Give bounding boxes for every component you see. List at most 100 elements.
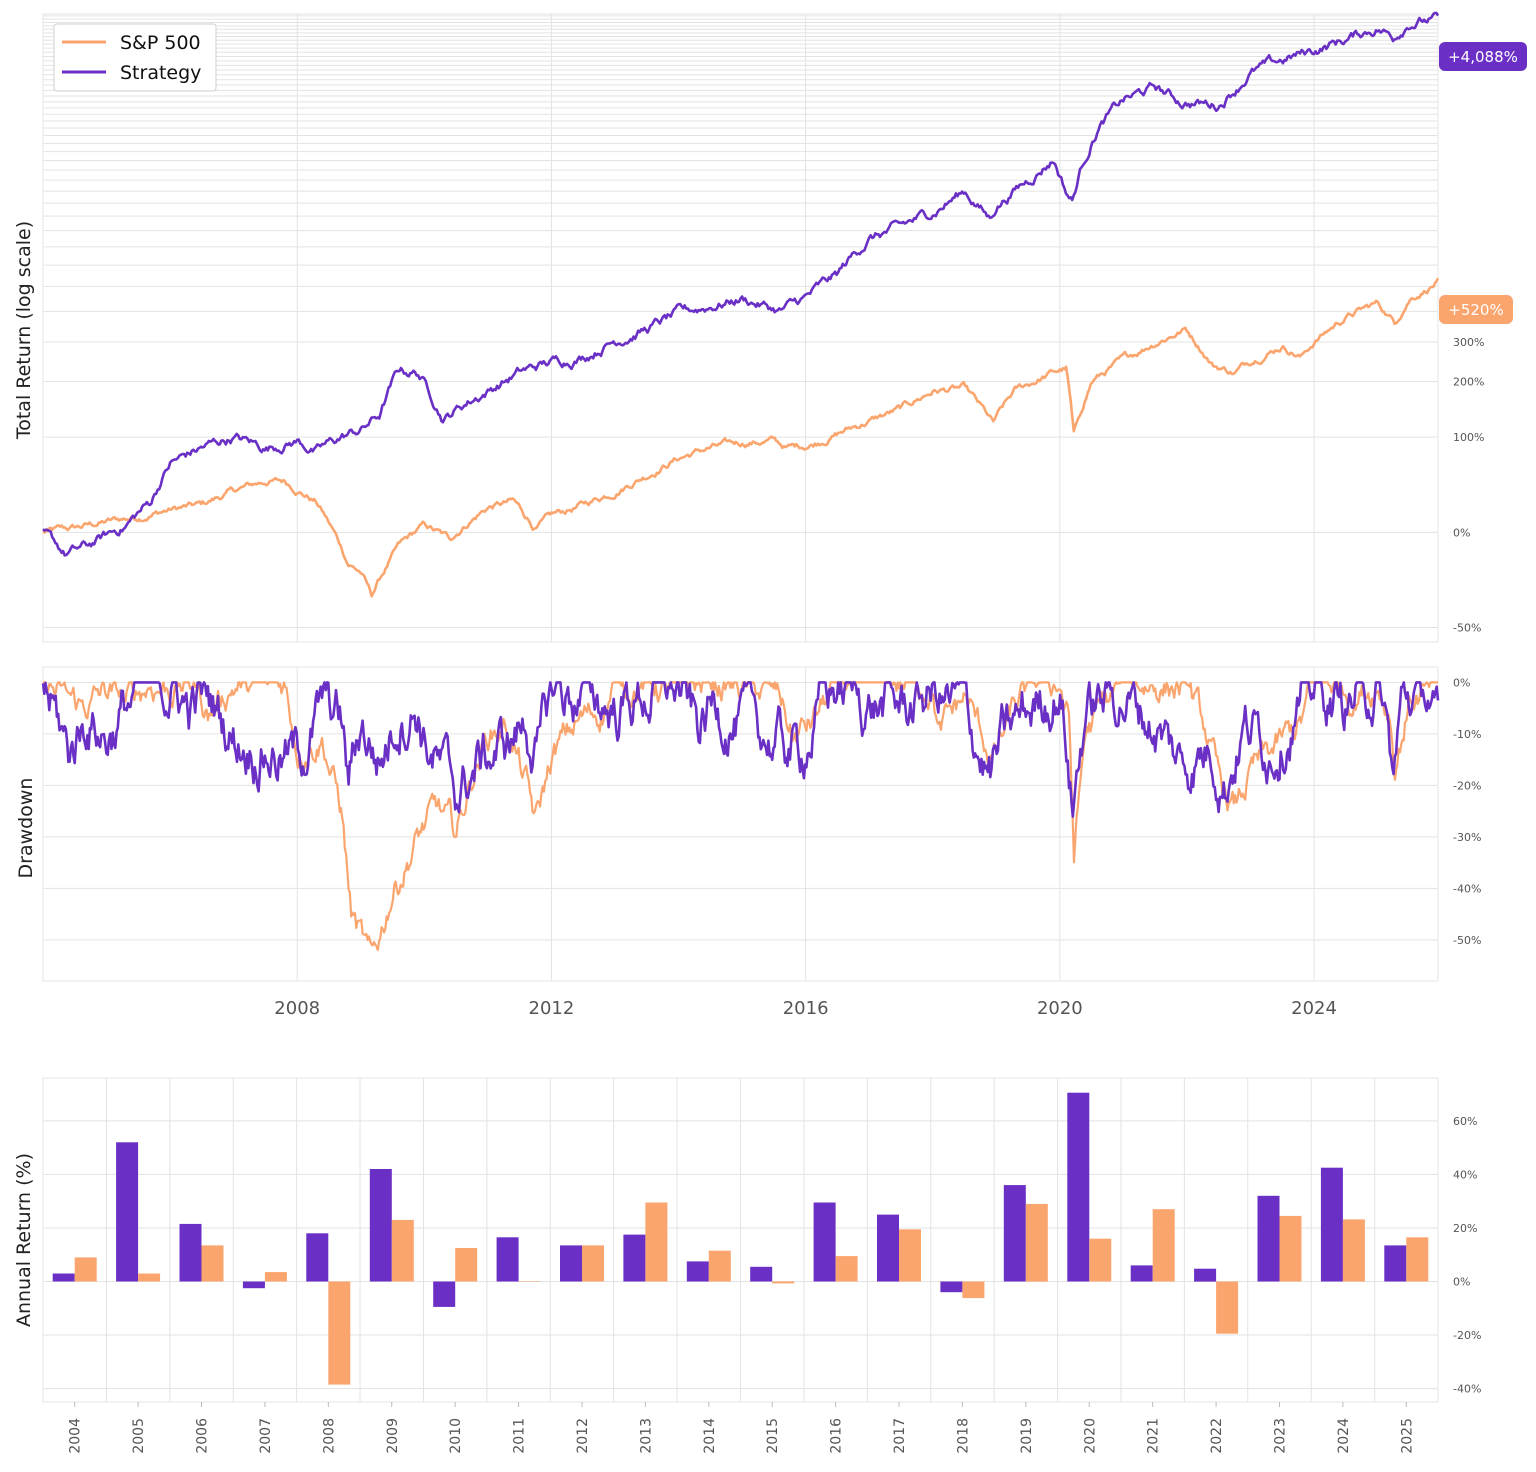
ytick-label: 0% <box>1453 1276 1470 1289</box>
ytick-label: -20% <box>1453 779 1481 792</box>
bar-strategy <box>1257 1195 1280 1282</box>
bar-sp500 <box>391 1219 414 1282</box>
sp500-end-badge: +520% <box>1439 295 1513 324</box>
ytick-label: 300% <box>1453 336 1484 349</box>
sp500-total-return-line <box>42 277 1440 598</box>
strategy-drawdown-line <box>41 681 1440 818</box>
bar-strategy <box>750 1266 773 1282</box>
bar-sp500 <box>772 1281 795 1284</box>
sp500-drawdown-line <box>43 681 1438 952</box>
bar-strategy <box>1067 1092 1090 1282</box>
total-return-panel: -50%0%100%200%300%400% Total Return (log… <box>13 11 1527 643</box>
annual-return-ylabel: Annual Return (%) <box>13 1153 35 1327</box>
bar-strategy <box>940 1281 963 1293</box>
bar-strategy <box>1194 1268 1217 1282</box>
xtick-label: 2019 <box>1019 1418 1035 1454</box>
bar-strategy <box>306 1233 329 1282</box>
sp500-end-label: +520% <box>1448 301 1503 319</box>
xtick-label: 2012 <box>575 1418 591 1454</box>
bar-strategy <box>686 1261 709 1282</box>
bar-strategy <box>116 1142 139 1282</box>
xtick-label: 2024 <box>1336 1418 1352 1454</box>
xtick-label: 2020 <box>1082 1418 1098 1454</box>
bar-sp500 <box>518 1281 541 1282</box>
bar-strategy <box>496 1237 519 1282</box>
xtick-label: 2012 <box>529 998 575 1019</box>
xtick-label: 2017 <box>892 1418 908 1454</box>
total-return-ylabel: Total Return (log scale) <box>13 221 35 440</box>
xtick-label: 2015 <box>765 1418 781 1454</box>
strategy-end-label: +4,088% <box>1448 48 1518 66</box>
strategy-end-badge: +4,088% <box>1439 42 1527 71</box>
ytick-label: -40% <box>1453 882 1481 895</box>
ytick-label: 200% <box>1453 376 1484 389</box>
bar-strategy <box>1130 1265 1153 1282</box>
bar-sp500 <box>328 1281 351 1385</box>
bar-strategy <box>560 1245 582 1282</box>
ytick-label: -10% <box>1453 728 1481 741</box>
xtick-label: 2013 <box>638 1418 654 1454</box>
ytick-label: 100% <box>1453 431 1484 444</box>
bar-sp500 <box>1279 1215 1302 1282</box>
xtick-label: 2014 <box>702 1418 718 1454</box>
strategy-total-return-line <box>42 11 1440 557</box>
bar-strategy <box>179 1223 202 1282</box>
xtick-label: 2011 <box>512 1418 528 1454</box>
bar-sp500 <box>74 1257 97 1282</box>
bar-strategy <box>1320 1167 1343 1282</box>
bar-strategy <box>813 1202 836 1282</box>
bar-sp500 <box>1152 1209 1175 1282</box>
bar-strategy <box>623 1234 646 1282</box>
legend-label-strategy: Strategy <box>120 62 201 84</box>
bar-strategy <box>1384 1245 1407 1282</box>
legend: S&P 500 Strategy <box>53 23 217 92</box>
bar-sp500 <box>1025 1203 1048 1282</box>
xtick-label: 2024 <box>1291 998 1337 1019</box>
ytick-label: -50% <box>1453 934 1481 947</box>
xtick-label: 2020 <box>1037 998 1083 1019</box>
bar-strategy <box>242 1281 265 1289</box>
xtick-label: 2025 <box>1399 1418 1415 1454</box>
ytick-label: -40% <box>1453 1383 1481 1396</box>
bar-sp500 <box>582 1245 604 1282</box>
annual-return-panel: 60% 40% 20% 0% -20% -40% 2004 2005 2006 2007 2008… <box>13 1077 1481 1454</box>
ytick-label: -20% <box>1453 1329 1481 1342</box>
ytick-label: 40% <box>1453 1168 1477 1181</box>
xtick-label: 2005 <box>131 1418 147 1454</box>
bar-sp500 <box>1089 1238 1112 1282</box>
ytick-label: 0% <box>1453 676 1470 689</box>
bar-strategy <box>1003 1185 1026 1282</box>
xtick-label: 2023 <box>1272 1418 1288 1454</box>
bar-sp500 <box>1216 1281 1239 1334</box>
bar-sp500 <box>1342 1219 1365 1282</box>
xtick-label: 2016 <box>829 1418 845 1454</box>
bar-strategy <box>877 1214 899 1282</box>
ytick-label: 60% <box>1453 1115 1477 1128</box>
bar-sp500 <box>264 1272 287 1282</box>
bar-sp500 <box>899 1229 921 1282</box>
xtick-label: 2009 <box>385 1418 401 1454</box>
bar-sp500 <box>1406 1237 1429 1282</box>
xtick-label: 2007 <box>258 1418 274 1454</box>
drawdown-ylabel: Drawdown <box>15 778 37 879</box>
xtick-label: 2008 <box>321 1418 337 1454</box>
xtick-label: 2008 <box>274 998 320 1019</box>
legend-label-sp500: S&P 500 <box>120 32 201 54</box>
bar-sp500 <box>708 1250 731 1282</box>
bar-sp500 <box>455 1248 478 1282</box>
ytick-label: -30% <box>1453 831 1481 844</box>
bar-sp500 <box>645 1202 668 1282</box>
bar-strategy <box>369 1169 392 1282</box>
ytick-label: -50% <box>1453 622 1481 635</box>
ytick-label: 20% <box>1453 1222 1477 1235</box>
bar-strategy <box>433 1281 456 1307</box>
ytick-label: 0% <box>1453 526 1470 539</box>
xtick-label: 2010 <box>448 1418 464 1454</box>
bar-sp500 <box>201 1245 224 1282</box>
xtick-label: 2022 <box>1209 1418 1225 1454</box>
bar-sp500 <box>138 1273 161 1282</box>
xtick-label: 2021 <box>1146 1418 1162 1454</box>
bar-sp500 <box>835 1256 858 1282</box>
